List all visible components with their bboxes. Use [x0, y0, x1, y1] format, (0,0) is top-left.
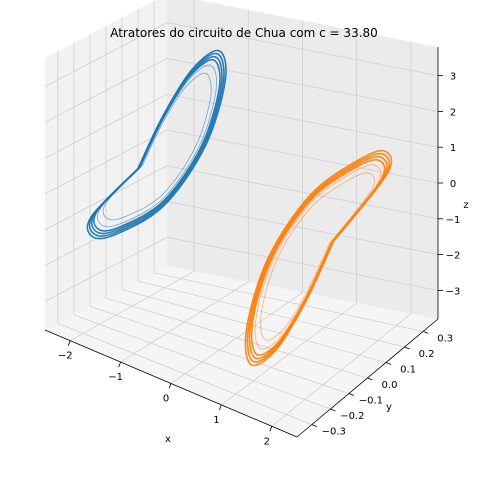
z-grid-left [44, 93, 168, 159]
grid-lines [44, 0, 443, 438]
x-tick [67, 340, 71, 346]
z-grid-left [44, 58, 168, 123]
y-grid-floor [154, 272, 424, 332]
z-tick-label: −3 [446, 286, 461, 297]
x-tick-label: 0 [163, 394, 169, 405]
y-tick-label: −0.1 [359, 396, 383, 407]
y-tick [423, 331, 429, 334]
series-1-orbit [93, 58, 221, 232]
z-tick-label: −2 [446, 251, 461, 262]
y-tick-label: −0.3 [322, 427, 346, 438]
floor-pane [45, 266, 438, 437]
series-2-orbit [260, 172, 375, 341]
y-tick [404, 346, 410, 350]
z-tick-label: 3 [450, 72, 456, 83]
z-grid-back [166, 201, 439, 255]
y-grid-floor [73, 314, 331, 410]
chart-title: Atratores do circuito de Chua com c = 33… [110, 26, 378, 40]
axis-labels: x y z [165, 200, 469, 445]
y-tick-label: 0.2 [419, 349, 435, 360]
y-tick [348, 393, 355, 396]
z-tick-label: 1 [450, 143, 456, 154]
axis-panes [45, 0, 438, 437]
y-tick-label: 0.1 [400, 365, 416, 376]
series-2-orbit [254, 164, 382, 350]
z-tick-label: 0 [450, 179, 456, 190]
y-tick [330, 408, 336, 412]
z-grid-back [166, 58, 439, 112]
x-tick-label: 1 [213, 415, 219, 426]
y-tick-label: 0.0 [382, 380, 398, 391]
z-grid-left [44, 22, 168, 87]
series-1-orbit [97, 64, 217, 228]
z-grid-back [166, 22, 439, 77]
y-tick [311, 424, 317, 427]
series-2-orbit [248, 155, 388, 360]
z-grid-back [166, 165, 439, 220]
x-tick-label: 2 [264, 436, 270, 447]
z-axis-label: z [463, 200, 468, 211]
y-tick [385, 362, 392, 365]
z-grid-left [44, 237, 168, 302]
z-tick-label: −1 [446, 215, 461, 226]
tick-labels: −2 −1 0 1 2 −0.3 −0.2 −0.1 0.00.10.20.3 −3 −2 −1 0 1 2… [58, 72, 461, 448]
x-tick-label: −1 [108, 372, 123, 383]
x-tick-label: −2 [58, 351, 73, 362]
y-axis-label: y [386, 402, 392, 413]
x-axis-label: x [165, 434, 171, 445]
y-grid-floor [121, 289, 387, 363]
z-grid-left [44, 129, 168, 195]
y-grid-floor [89, 306, 350, 394]
z-grid-back [166, 93, 439, 148]
series-1-orbit [102, 72, 212, 221]
y-tick-label: 0.3 [437, 333, 453, 344]
series-lines [86, 49, 393, 367]
x-tick [118, 361, 121, 368]
x-tick [219, 404, 222, 411]
y-grid-floor [105, 297, 368, 379]
series-2-orbit [250, 158, 386, 356]
y-grid-floor [138, 280, 405, 348]
z-tick-label: 2 [450, 107, 456, 118]
z-grid-back [166, 236, 439, 291]
x-tick [168, 383, 172, 389]
y-tick [367, 377, 373, 381]
y-grid-floor [57, 322, 312, 425]
z-grid-back [166, 129, 439, 184]
x-tick [269, 426, 273, 432]
z-grid-left [44, 165, 168, 231]
y-tick-label: −0.2 [340, 411, 364, 422]
